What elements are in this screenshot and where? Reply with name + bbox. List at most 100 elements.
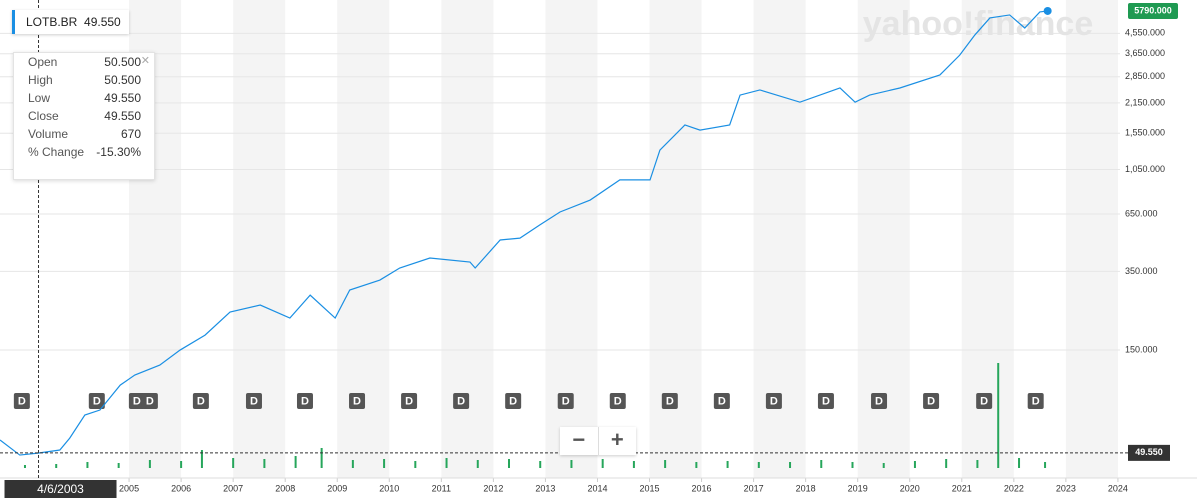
volume-bar <box>1018 458 1021 468</box>
dividend-marker: D <box>13 393 30 409</box>
tooltip-value: 49.550 <box>104 109 141 123</box>
volume-bar <box>664 460 667 468</box>
dividend-box <box>453 393 470 409</box>
volume-bar <box>882 463 885 468</box>
x-tick-label: 2018 <box>796 483 816 493</box>
volume-bar <box>695 462 698 468</box>
volume-bar <box>320 448 323 468</box>
dividend-label: D <box>509 395 517 407</box>
volume-bar <box>507 459 510 468</box>
dividend-label: D <box>18 395 26 407</box>
volume-bar <box>200 450 203 468</box>
tooltip-label: Volume <box>28 127 69 141</box>
volume-bar <box>445 458 448 468</box>
zoom-controls: − + <box>560 427 636 455</box>
crosshair-value-badge <box>1128 444 1170 461</box>
x-tick-label: 2009 <box>327 483 347 493</box>
volume-bar <box>851 462 854 468</box>
dividend-marker: D <box>401 393 418 409</box>
dividend-box <box>296 393 313 409</box>
dividend-label: D <box>146 395 154 407</box>
last-price-label: 5790.000 <box>1134 5 1172 15</box>
volume-bar <box>997 363 1000 468</box>
y-tick-label: 1,050.000 <box>1125 164 1165 174</box>
dividend-marker: D <box>871 393 888 409</box>
dividend-box <box>871 393 888 409</box>
dividend-label: D <box>133 395 141 407</box>
volume-bar <box>789 462 792 468</box>
volume-bar <box>148 460 151 468</box>
dividend-marker: D <box>713 393 730 409</box>
volume-bar <box>351 460 354 468</box>
dividend-box <box>13 393 30 409</box>
x-tick-label: 2012 <box>483 483 503 493</box>
volume-bar <box>117 463 120 468</box>
tooltip-row: Volume 670 <box>14 125 154 143</box>
volume-bar <box>55 464 58 468</box>
dividend-box <box>923 393 940 409</box>
dividend-label: D <box>405 395 413 407</box>
volume-bar <box>726 461 729 468</box>
dividend-label: D <box>562 395 570 407</box>
dividend-box <box>1027 393 1044 409</box>
last-price-badge <box>1128 2 1178 19</box>
volume-bar <box>945 459 948 468</box>
zoom-button[interactable]: − <box>572 427 586 452</box>
tooltip-label: % Change <box>28 145 85 159</box>
dividend-box <box>661 393 678 409</box>
volume-bar <box>570 460 573 468</box>
tooltip-row: Open 50.500 <box>14 53 154 71</box>
ticker-price: 49.550 <box>84 15 121 29</box>
dividend-box <box>192 393 209 409</box>
tooltip-value: 50.500 <box>104 73 141 87</box>
volume-bar <box>180 461 183 468</box>
x-tick-label: 2019 <box>848 483 868 493</box>
dividend-marker: D <box>817 393 834 409</box>
dividend-label: D <box>353 395 361 407</box>
volume-bar <box>820 460 823 468</box>
dividend-label: D <box>197 395 205 407</box>
dividend-label: D <box>614 395 622 407</box>
x-tick-label: 2015 <box>640 483 660 493</box>
dividend-label: D <box>250 395 258 407</box>
dividend-marker: D <box>1027 393 1044 409</box>
dividend-label: D <box>927 395 935 407</box>
dividend-marker: D <box>505 393 522 409</box>
volume-bar <box>232 458 235 468</box>
dividend-box <box>505 393 522 409</box>
dividend-label: D <box>770 395 778 407</box>
dividend-box <box>765 393 782 409</box>
volume-bar <box>263 459 266 468</box>
tooltip-label: High <box>28 73 53 87</box>
dividend-marker: D <box>453 393 470 409</box>
x-tick-label: 2005 <box>119 483 139 493</box>
close-icon[interactable]: ✕ <box>140 55 150 67</box>
dividend-marker: D <box>661 393 678 409</box>
tooltip-value: 670 <box>120 127 141 141</box>
dividend-label: D <box>457 395 465 407</box>
tooltip-row: Low 49.550 <box>14 89 154 107</box>
dividend-box <box>401 393 418 409</box>
x-tick-label: 2014 <box>587 483 607 493</box>
tooltip-label: Low <box>28 91 51 105</box>
dividend-box <box>609 393 626 409</box>
dividend-marker: D <box>557 393 574 409</box>
dividend-marker: D <box>192 393 209 409</box>
volume-bar <box>632 461 635 468</box>
dividend-box <box>713 393 730 409</box>
y-tick-label: 4,550.000 <box>1125 28 1165 38</box>
y-tick-label: 2,150.000 <box>1125 97 1165 107</box>
dividend-marker: D <box>349 393 366 409</box>
x-tick-label: 2021 <box>952 483 972 493</box>
dividend-label: D <box>980 395 988 407</box>
x-tick-label: 2016 <box>692 483 712 493</box>
price-line <box>0 10 1048 456</box>
dividend-box <box>349 393 366 409</box>
dividend-label: D <box>93 395 101 407</box>
volume-bar <box>23 465 26 468</box>
volume-bar <box>757 462 760 468</box>
volume-bar <box>1044 462 1047 468</box>
zoom-button[interactable]: + <box>597 427 637 455</box>
volume-bar <box>976 460 979 468</box>
dividend-marker: D <box>296 393 313 409</box>
